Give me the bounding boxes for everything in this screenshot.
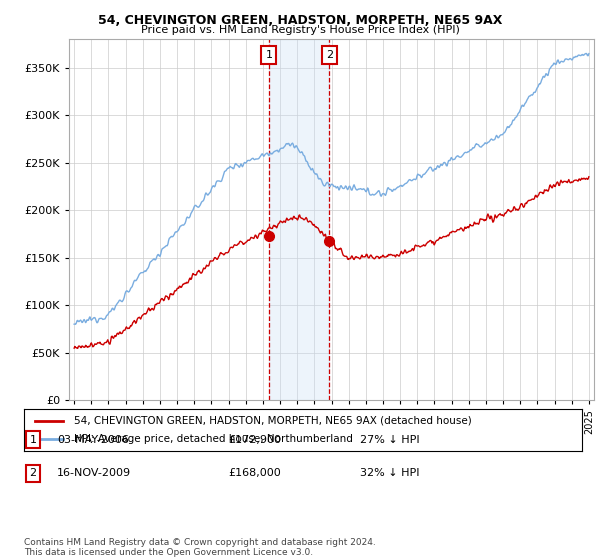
Text: 54, CHEVINGTON GREEN, HADSTON, MORPETH, NE65 9AX (detached house): 54, CHEVINGTON GREEN, HADSTON, MORPETH, … <box>74 416 472 426</box>
Text: 16-NOV-2009: 16-NOV-2009 <box>57 468 131 478</box>
Text: 2: 2 <box>29 468 37 478</box>
Text: £172,900: £172,900 <box>228 435 281 445</box>
Text: 1: 1 <box>29 435 37 445</box>
Text: HPI: Average price, detached house, Northumberland: HPI: Average price, detached house, Nort… <box>74 434 353 444</box>
Text: 32% ↓ HPI: 32% ↓ HPI <box>360 468 419 478</box>
Text: 03-MAY-2006: 03-MAY-2006 <box>57 435 129 445</box>
Text: Price paid vs. HM Land Registry's House Price Index (HPI): Price paid vs. HM Land Registry's House … <box>140 25 460 35</box>
Text: 54, CHEVINGTON GREEN, HADSTON, MORPETH, NE65 9AX: 54, CHEVINGTON GREEN, HADSTON, MORPETH, … <box>98 14 502 27</box>
Bar <box>269 39 329 400</box>
Text: 27% ↓ HPI: 27% ↓ HPI <box>360 435 419 445</box>
Text: £168,000: £168,000 <box>228 468 281 478</box>
Text: 1: 1 <box>265 50 272 60</box>
Text: 2: 2 <box>326 50 333 60</box>
Text: Contains HM Land Registry data © Crown copyright and database right 2024.
This d: Contains HM Land Registry data © Crown c… <box>24 538 376 557</box>
